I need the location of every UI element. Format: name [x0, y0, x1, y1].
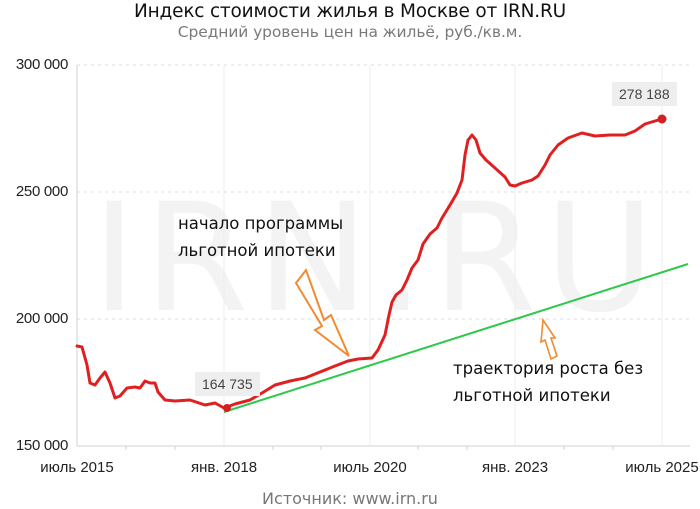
watermark: IRN.RU	[92, 172, 662, 346]
x-axis-minor-ticks	[125, 446, 614, 450]
y-tick-250000: 250 000	[15, 183, 68, 200]
price-line	[75, 117, 664, 410]
x-tick-jan-2018: янв. 2018	[190, 459, 258, 476]
annotation-program-start-line1: начало программы	[178, 214, 344, 233]
start-value-badge: 164 735	[195, 372, 260, 396]
chart-subtitle: Средний уровень цен на жильё, руб./кв.м.	[177, 23, 523, 41]
x-tick-jul-2015: июль 2015	[40, 459, 114, 476]
end-point-marker	[657, 114, 667, 124]
trend-line	[223, 263, 689, 413]
start-point-marker	[223, 404, 231, 412]
arrow-program-start-icon	[294, 267, 350, 357]
source-caption: Источник: www.irn.ru	[262, 489, 438, 508]
chart-title: Индекс стоимости жилья в Москве от IRN.R…	[134, 1, 566, 22]
y-tick-200000: 200 000	[15, 310, 68, 327]
y-tick-150000: 150 000	[15, 437, 68, 454]
y-tick-300000: 300 000	[15, 56, 68, 73]
annotation-program-start-line2: льготной ипотеки	[178, 241, 336, 260]
vertical-gridlines	[223, 65, 663, 446]
x-tick-jul-2020: июль 2020	[333, 459, 407, 476]
end-value-badge: 278 188	[612, 82, 677, 106]
x-tick-jan-2023: янв. 2023	[481, 459, 549, 476]
annotation-trajectory: траектория роста без льготной ипотеки	[453, 355, 643, 409]
arrow-trend-line-icon	[540, 317, 558, 361]
annotation-trajectory-line2: льготной ипотеки	[453, 386, 611, 405]
annotation-program-start: начало программы льготной ипотеки	[178, 210, 343, 264]
annotation-trajectory-line1: траектория роста без	[453, 359, 644, 378]
x-tick-jul-2025: июль 2025	[625, 459, 699, 476]
